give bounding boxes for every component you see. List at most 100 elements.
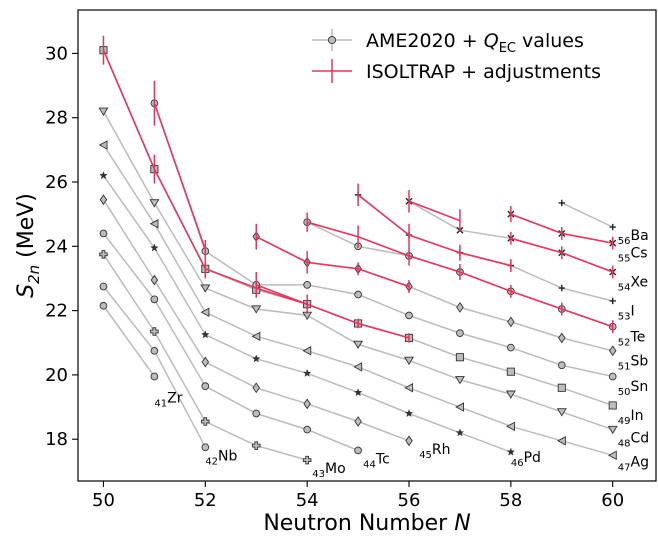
data-point-nb-52 <box>201 443 210 452</box>
element-label-ag: 47Ag <box>618 455 649 474</box>
data-point-pd-53 <box>252 354 261 363</box>
element-label-tc: 44Tc <box>363 451 390 470</box>
legend-marker-ame <box>327 35 337 45</box>
series-tc <box>99 229 362 455</box>
data-point-ba-59 <box>558 199 565 207</box>
element-label-sb: 51Sb <box>618 353 649 372</box>
series-line-sb <box>255 236 613 352</box>
y-tick-label-24: 24 <box>45 236 68 257</box>
data-point-sn-55 <box>354 290 362 299</box>
data-point-tc-52 <box>201 382 210 391</box>
legend-label-ame: AME2020 + QEC values <box>366 30 584 56</box>
data-point-pd-55 <box>353 388 363 397</box>
data-point-ag-55 <box>353 362 363 372</box>
series-line-sn <box>153 102 613 378</box>
data-point-sn-60 <box>608 372 617 381</box>
y-tick-label-28: 28 <box>45 108 68 129</box>
data-point-ag-56 <box>404 383 414 393</box>
legend-entry-ame: AME2020 + QEC values <box>312 29 584 56</box>
series-ag <box>98 140 617 461</box>
data-point-ag-54 <box>302 346 312 356</box>
x-tick-label-52: 52 <box>194 490 217 511</box>
isoltrap-line-7 <box>357 194 512 267</box>
data-point-cd-58 <box>505 390 516 399</box>
data-point-cd-56 <box>404 356 415 366</box>
isoltrap-series-7 <box>357 183 512 273</box>
element-label-pd: 46Pd <box>511 450 541 469</box>
legend-entry-isoltrap: ISOLTRAP + adjustments <box>312 59 601 83</box>
data-point-cd-59 <box>556 408 567 417</box>
data-point-ag-59 <box>557 436 566 446</box>
series-sn <box>150 99 617 381</box>
data-point-rh-56 <box>405 435 413 447</box>
data-point-cd-57 <box>454 376 465 385</box>
isoltrap-line-8 <box>408 200 461 222</box>
data-point-mo-50 <box>99 250 108 259</box>
data-point-in-59 <box>557 383 566 392</box>
data-point-sb-59 <box>558 332 566 344</box>
data-point-sb-58 <box>507 316 515 328</box>
data-point-in-58 <box>506 367 515 376</box>
y-tick-label-18: 18 <box>45 429 68 450</box>
axes-layer: 50 52 54 56 58 60 18 20 22 24 26 28 30 Neutron Number… <box>14 9 657 536</box>
data-point-ag-52 <box>200 307 210 317</box>
data-point-cd-51 <box>149 199 160 208</box>
data-point-nb-50 <box>99 282 108 291</box>
data-point-cd-52 <box>200 284 211 293</box>
data-point-cd-60 <box>607 425 618 435</box>
isoltrap-series-8 <box>408 190 461 232</box>
data-point-cd-53 <box>251 305 262 314</box>
series-cd <box>98 107 618 435</box>
isoltrap-series-4 <box>255 223 410 293</box>
data-point-mo-53 <box>251 441 261 450</box>
data-point-zr-50 <box>99 301 108 310</box>
data-point-cd-55 <box>353 340 364 350</box>
data-point-tc-54 <box>303 425 312 434</box>
data-point-sb-57 <box>456 302 464 313</box>
isoltrap-series-5 <box>255 272 308 314</box>
x-tick-label-58: 58 <box>499 490 522 511</box>
element-label-in: 49In <box>618 408 644 427</box>
data-point-sn-59 <box>557 361 566 370</box>
data-point-pd-56 <box>404 409 414 418</box>
data-point-tc-51 <box>150 295 159 304</box>
element-label-nb: 42Nb <box>205 448 237 467</box>
data-point-ag-58 <box>506 421 515 432</box>
data-point-sn-54 <box>303 281 312 289</box>
element-label-xe: 54Xe <box>618 275 648 294</box>
x-tick-label-54: 54 <box>296 490 319 511</box>
data-point-pd-57 <box>455 428 465 437</box>
legend: AME2020 + QEC values ISOLTRAP + adjustmen… <box>312 29 601 83</box>
element-label-rh: 45Rh <box>419 442 450 461</box>
series-mo <box>99 250 312 465</box>
isoltrap-series-6 <box>306 212 614 334</box>
data-point-in-57 <box>455 353 464 362</box>
element-label-cs: 55Cs <box>618 246 648 265</box>
element-labels-layer: 41Zr 42Nb 43Mo 44Tc 45Rh 46Pd 47Ag 48Cd 49In 50Sn… <box>154 228 649 480</box>
data-point-ag-50 <box>98 140 108 150</box>
data-point-sn-56 <box>405 311 413 320</box>
element-label-zr: 41Zr <box>154 390 182 409</box>
element-label-sn: 50Sn <box>618 379 649 398</box>
data-point-pd-50 <box>99 171 108 180</box>
data-point-sn-58 <box>507 343 515 352</box>
y-tick-label-20: 20 <box>45 365 68 386</box>
data-point-mo-52 <box>201 417 210 426</box>
data-point-pd-54 <box>303 368 312 377</box>
isoltrap-series-9 <box>510 206 614 250</box>
data-point-pd-58 <box>506 447 516 456</box>
isoltrap-line-4 <box>255 235 410 288</box>
isoltrap-series-10 <box>510 231 614 279</box>
isoltrap-series-1 <box>102 35 207 279</box>
data-point-sn-57 <box>456 329 464 337</box>
data-point-i-59 <box>558 284 565 292</box>
data-point-rh-50 <box>99 194 108 206</box>
series-pd <box>99 171 516 456</box>
data-point-tc-55 <box>354 446 362 455</box>
series-line-nb <box>102 286 206 448</box>
series-rh <box>99 194 413 447</box>
plot-frame <box>77 9 657 482</box>
x-tick-label-56: 56 <box>398 490 421 511</box>
series-ba <box>558 199 616 231</box>
data-point-zr-51 <box>150 372 159 381</box>
